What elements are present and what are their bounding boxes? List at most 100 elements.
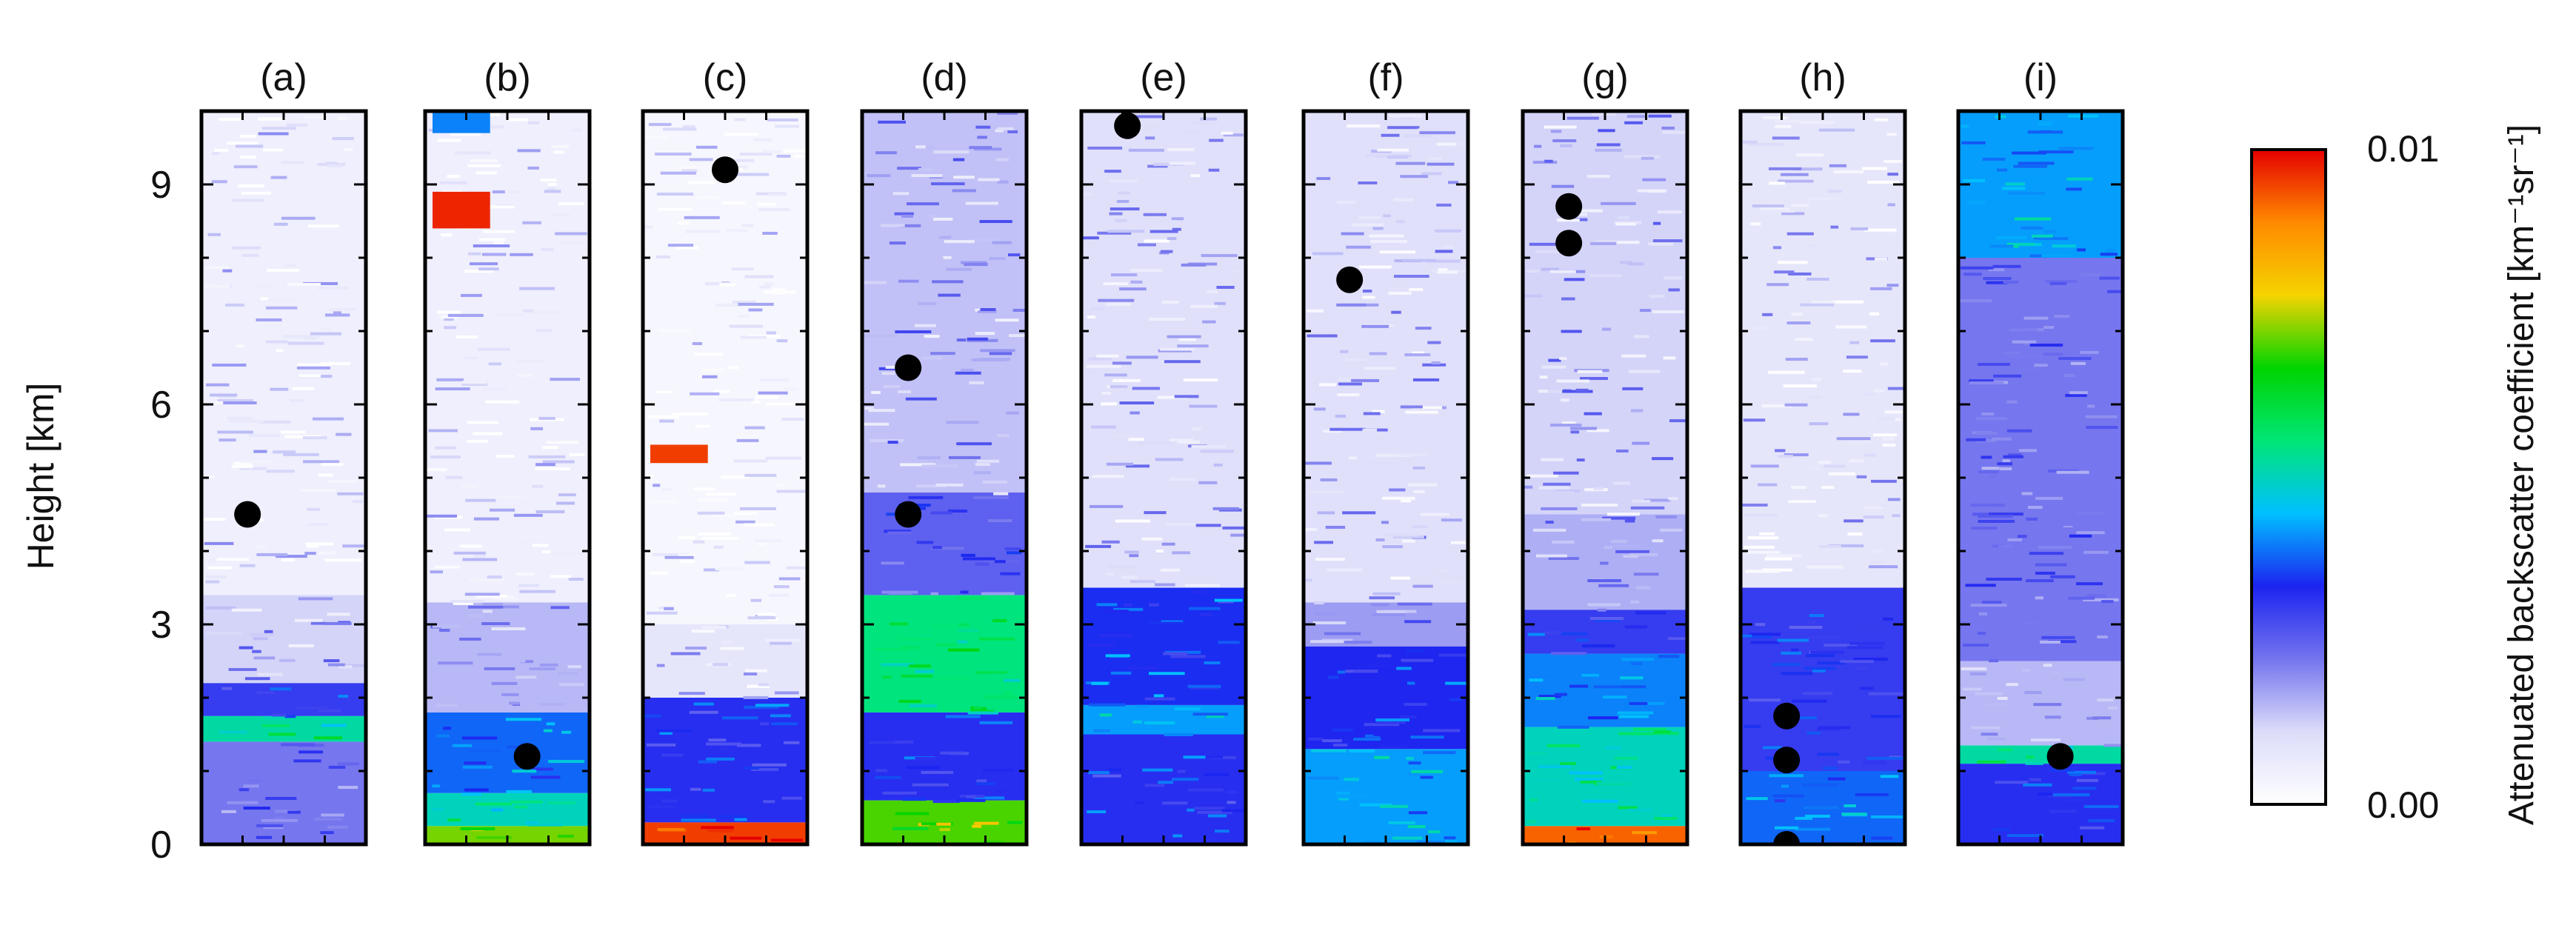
speckle	[1132, 720, 1142, 724]
speckle	[887, 531, 912, 535]
speckle	[1998, 544, 2015, 548]
speckle	[698, 532, 732, 535]
speckle	[961, 368, 974, 372]
speckle	[1377, 148, 1409, 152]
backscatter-layer	[1304, 111, 1468, 603]
speckle	[921, 356, 944, 360]
speckle	[1669, 419, 1687, 423]
speckle	[1194, 807, 1225, 810]
speckle	[528, 455, 566, 458]
speckle	[259, 324, 285, 327]
speckle	[881, 675, 892, 679]
speckle	[1586, 429, 1609, 433]
speckle	[207, 566, 232, 570]
speckle	[1426, 259, 1461, 263]
speckle	[1112, 378, 1141, 382]
speckle	[1099, 713, 1112, 717]
speckle	[501, 693, 519, 696]
speckle	[1087, 146, 1123, 150]
speckle	[548, 760, 585, 764]
speckle	[932, 800, 960, 804]
speckle	[243, 807, 270, 810]
speckle	[1372, 410, 1385, 413]
speckle	[2038, 545, 2072, 549]
speckle	[231, 464, 253, 468]
speckle	[1119, 753, 1140, 756]
speckle	[1101, 392, 1111, 396]
speckle	[1560, 762, 1576, 766]
speckle	[661, 799, 678, 803]
speckle	[525, 821, 539, 824]
speckle	[256, 318, 282, 321]
speckle	[1541, 458, 1564, 461]
speckle	[735, 173, 770, 176]
speckle	[1539, 376, 1548, 379]
speckle	[2008, 191, 2046, 195]
speckle	[1209, 755, 1237, 759]
speckle	[970, 238, 1004, 242]
speckle	[266, 210, 281, 214]
speckle	[1543, 482, 1571, 486]
speckle	[440, 315, 460, 318]
speckle	[1593, 685, 1622, 689]
speckle	[1778, 179, 1814, 183]
speckle	[428, 429, 458, 433]
speckle	[2099, 276, 2120, 280]
speckle	[2038, 121, 2053, 124]
speckle	[765, 402, 795, 406]
speckle	[1177, 344, 1209, 348]
speckle	[953, 176, 975, 179]
speckle	[737, 315, 750, 318]
speckle	[1806, 731, 1821, 735]
speckle	[517, 534, 549, 538]
speckle	[730, 836, 762, 840]
speckle	[1996, 236, 2027, 239]
speckle	[268, 733, 296, 736]
speckle	[314, 817, 343, 821]
speckle	[761, 150, 784, 153]
speckle	[2024, 341, 2039, 345]
speckle	[1830, 300, 1864, 304]
speckle	[513, 805, 527, 809]
speckle	[1555, 490, 1581, 493]
speckle	[1561, 297, 1575, 301]
speckle	[713, 390, 730, 393]
speckle	[202, 518, 226, 521]
speckle	[1556, 379, 1589, 383]
speckle	[1804, 815, 1830, 818]
speckle	[793, 155, 804, 158]
speckle	[1761, 404, 1793, 407]
speckle	[1584, 412, 1602, 416]
speckle	[1879, 244, 1895, 247]
speckle	[236, 344, 245, 348]
speckle	[764, 300, 791, 304]
speckle	[1144, 511, 1167, 515]
speckle	[1379, 250, 1415, 254]
speckle	[975, 562, 990, 566]
speckle	[928, 214, 937, 218]
speckle	[2002, 351, 2021, 355]
speckle	[1197, 810, 1233, 814]
speckle	[281, 558, 296, 562]
speckle	[658, 207, 693, 211]
speckle	[2012, 340, 2037, 344]
speckle	[916, 541, 934, 544]
speckle	[1164, 360, 1201, 364]
speckle	[1576, 638, 1589, 642]
speckle	[1799, 121, 1835, 124]
speckle	[745, 669, 767, 673]
speckle	[2035, 596, 2044, 600]
speckle	[1575, 778, 1604, 781]
speckle	[1204, 661, 1221, 664]
panel-label: (b)	[484, 56, 531, 99]
speckle	[1338, 378, 1352, 381]
speckle	[216, 558, 250, 561]
speckle	[946, 267, 972, 271]
speckle	[2015, 217, 2052, 221]
speckle	[1427, 162, 1455, 166]
speckle	[1982, 157, 2006, 161]
speckle	[984, 695, 1018, 699]
speckle	[739, 507, 776, 510]
speckle	[1997, 696, 2008, 700]
speckle	[1207, 814, 1227, 818]
